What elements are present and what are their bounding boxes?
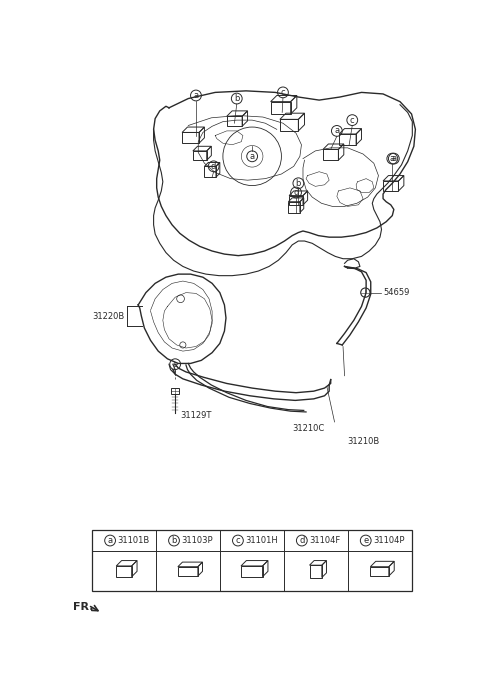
Text: a: a	[193, 91, 199, 100]
Text: c: c	[281, 88, 285, 97]
Text: c: c	[236, 536, 240, 545]
Text: e: e	[363, 536, 368, 545]
Text: 31101H: 31101H	[246, 536, 278, 545]
Text: e: e	[172, 360, 178, 369]
Text: a: a	[250, 152, 255, 161]
Text: 31103P: 31103P	[182, 536, 213, 545]
Text: d: d	[293, 188, 299, 197]
Text: c: c	[350, 116, 355, 125]
Text: 31210B: 31210B	[348, 437, 380, 446]
Text: 31129T: 31129T	[180, 412, 212, 420]
Text: 31104F: 31104F	[310, 536, 341, 545]
Text: b: b	[171, 536, 177, 545]
Text: 31220B: 31220B	[92, 312, 124, 321]
Text: a: a	[108, 536, 113, 545]
Text: FR.: FR.	[73, 602, 93, 612]
Text: 31101B: 31101B	[118, 536, 150, 545]
Text: a: a	[391, 154, 396, 163]
Text: a: a	[390, 154, 395, 163]
Text: a: a	[334, 126, 339, 135]
Circle shape	[361, 288, 370, 297]
Text: 54659: 54659	[383, 288, 409, 297]
Text: b: b	[296, 179, 301, 188]
Text: 31104P: 31104P	[373, 536, 405, 545]
Text: d: d	[299, 536, 304, 545]
Text: d: d	[211, 162, 216, 170]
Text: b: b	[234, 94, 240, 103]
Text: 31210C: 31210C	[292, 423, 324, 432]
